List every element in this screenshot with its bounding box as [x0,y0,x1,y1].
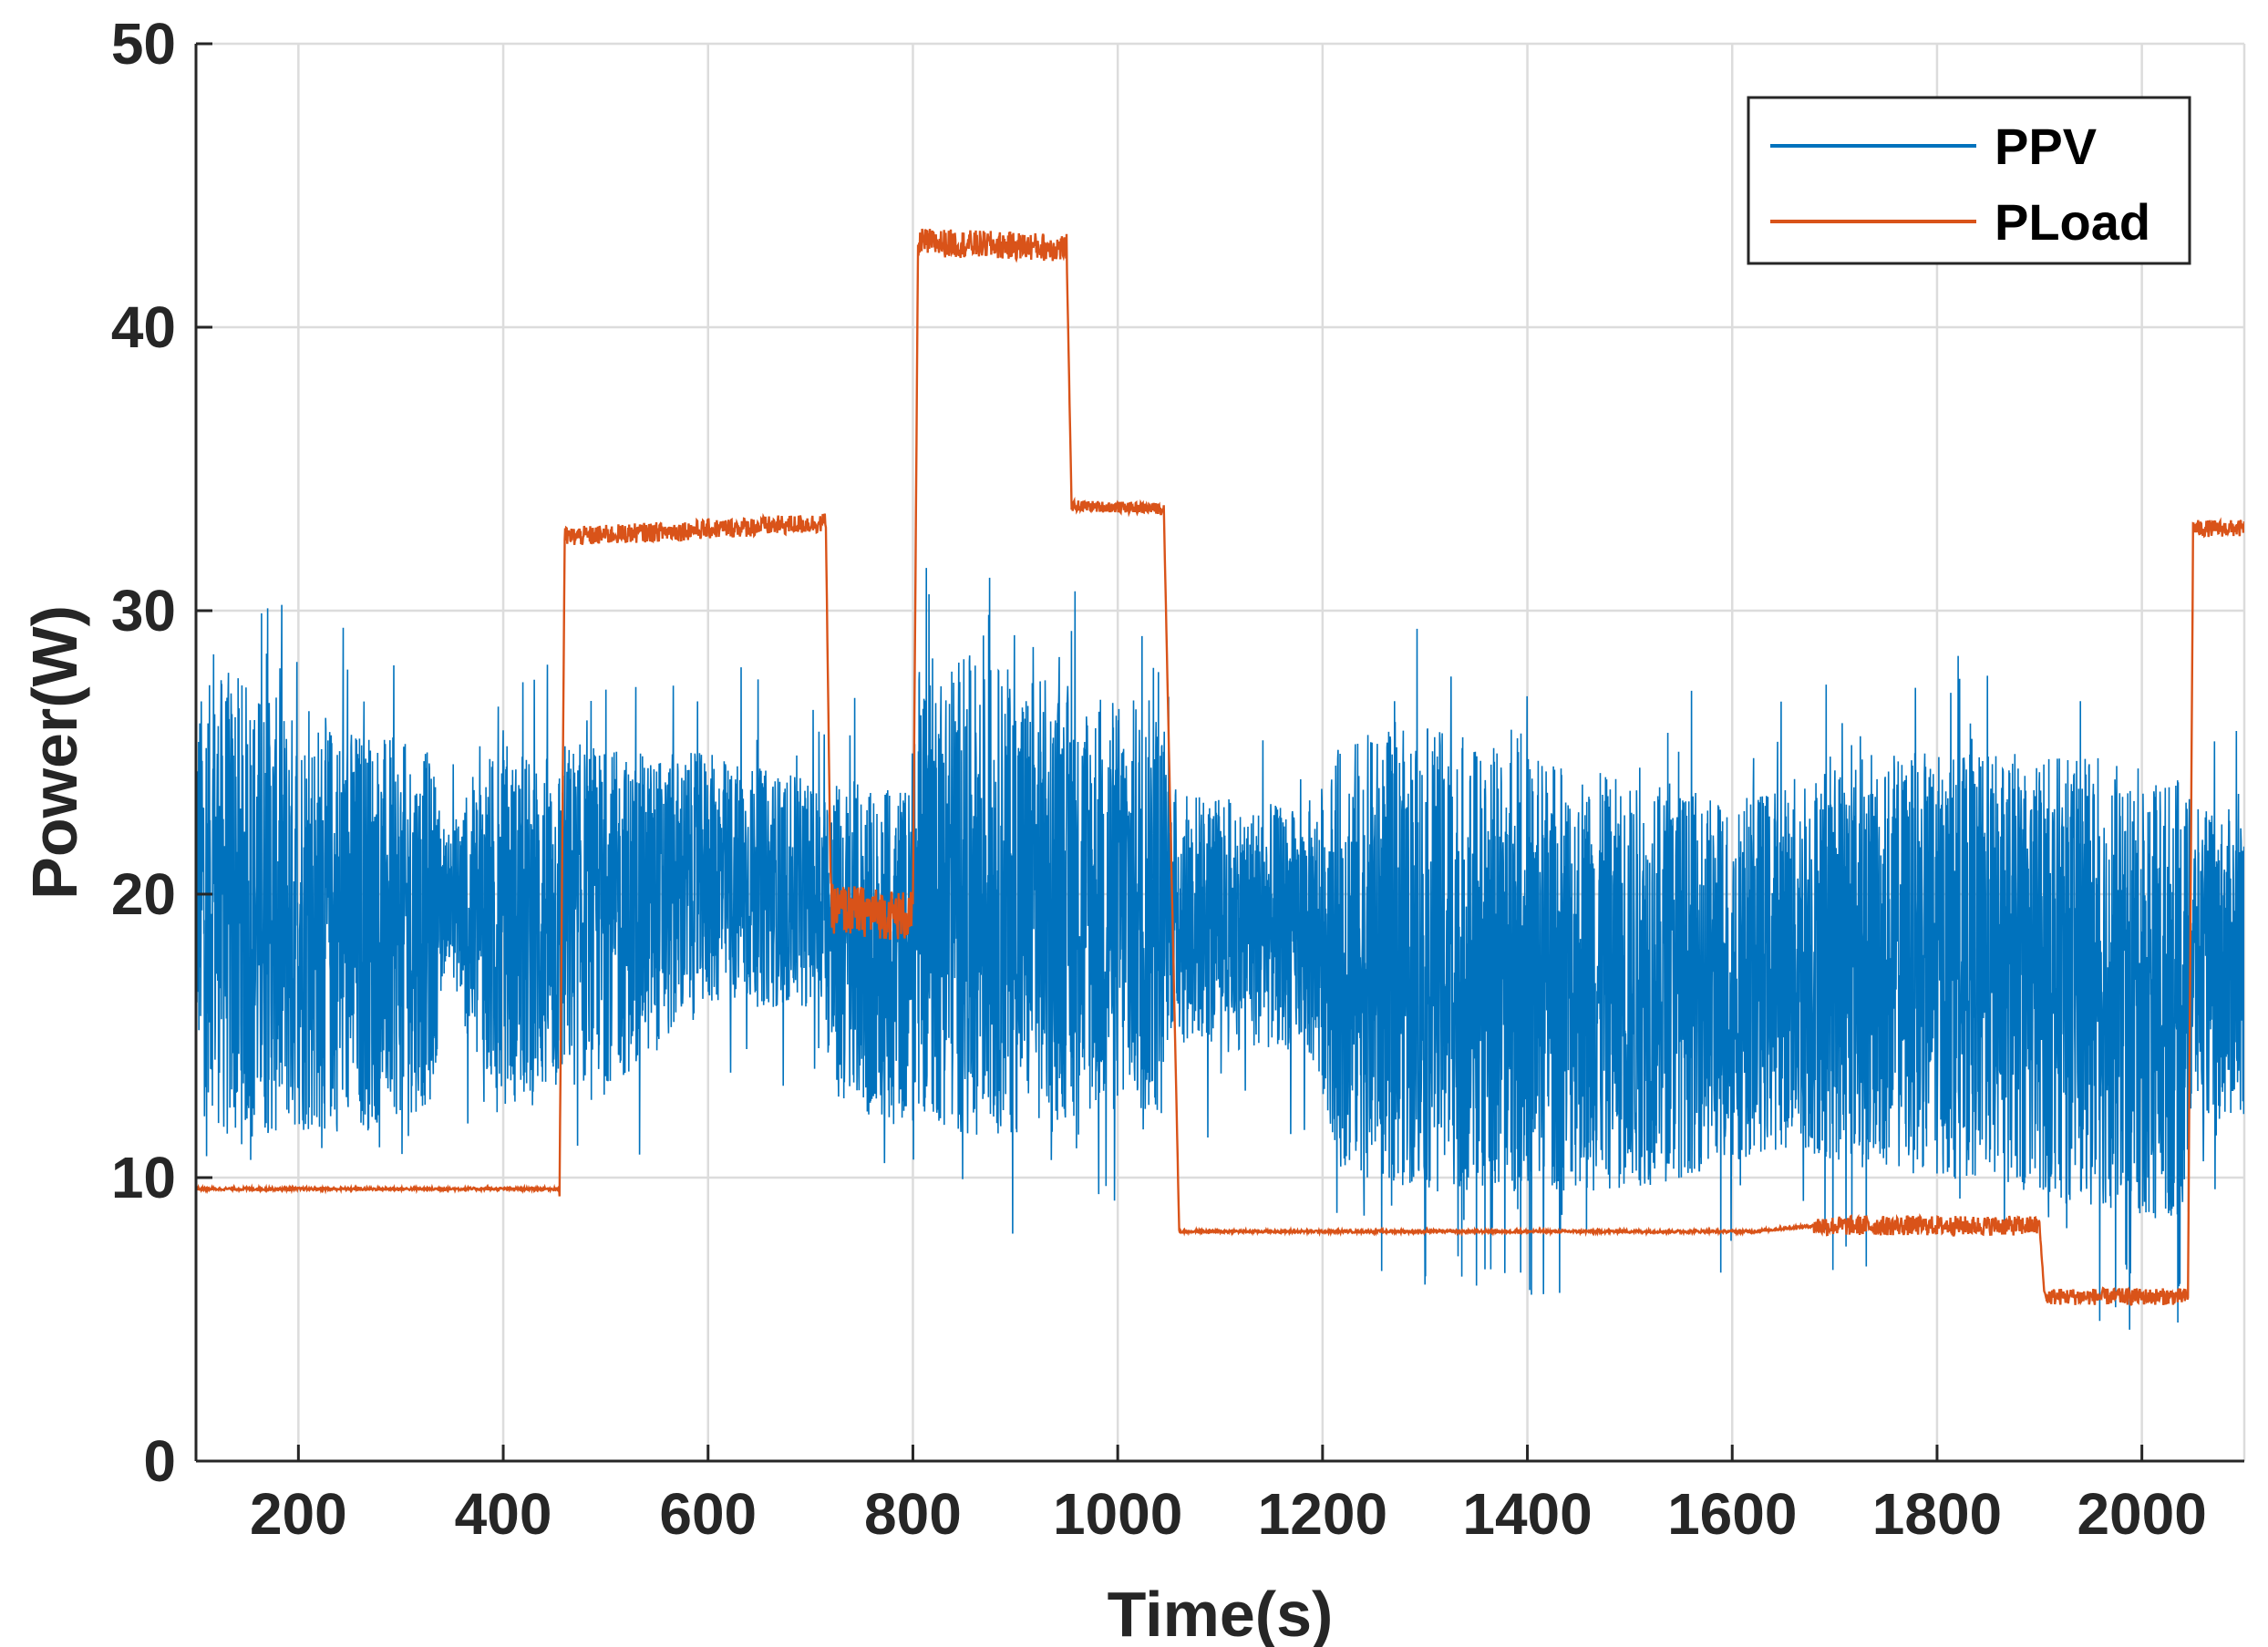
plot-area [196,228,2244,1330]
y-tick-label: 30 [111,578,176,643]
x-axis-label: Time(s) [1108,1579,1334,1647]
legend-label-ppv: PPV [1995,118,2097,175]
axes [194,42,2244,1463]
series-layer [196,228,2244,1330]
y-tick-label: 20 [111,861,176,927]
series-line-pload [196,228,2244,1306]
legend-label-pload: PLoad [1995,193,2150,251]
x-tick-label: 1800 [1872,1481,2002,1547]
grid [196,42,2246,1461]
x-tick-label: 400 [455,1481,552,1547]
x-tick-label: 200 [250,1481,347,1547]
x-tick-label: 1200 [1258,1481,1387,1547]
y-tick-label: 50 [111,11,176,77]
x-tick-label: 800 [864,1481,962,1547]
tick-labels: 200 400 600 800 1000 1200 1400 1600 1800 2000 0 10 2… [111,11,2207,1547]
y-tick-label: 40 [111,294,176,360]
y-tick-label: 10 [111,1145,176,1210]
legend-box [1747,96,2191,265]
y-axis-label: Power(W) [19,605,90,900]
legend: PPV PLoad [1747,96,2191,265]
y-tick-label: 0 [143,1428,176,1494]
x-tick-label: 1600 [1667,1481,1797,1547]
x-tick-label: 2000 [2077,1481,2206,1547]
x-tick-label: 1000 [1053,1481,1182,1547]
series-line-ppv [196,568,2244,1330]
x-tick-label: 600 [659,1481,757,1547]
x-tick-label: 1400 [1462,1481,1592,1547]
